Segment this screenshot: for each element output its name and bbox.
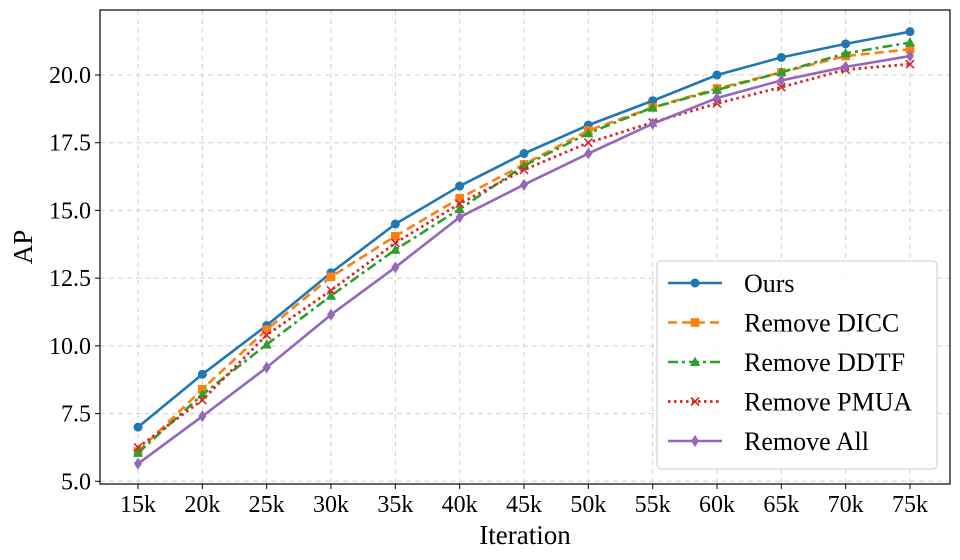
y-tick-label: 10.0 bbox=[49, 334, 91, 360]
data-point bbox=[262, 361, 271, 374]
legend-marker bbox=[690, 278, 700, 288]
data-point bbox=[519, 165, 529, 175]
legend-label: Remove All bbox=[744, 427, 869, 456]
y-tick-label: 12.5 bbox=[49, 266, 91, 292]
data-point bbox=[647, 102, 658, 112]
data-point bbox=[327, 308, 335, 321]
data-point bbox=[776, 82, 786, 92]
data-point bbox=[326, 290, 336, 300]
data-point bbox=[134, 457, 142, 470]
data-point bbox=[455, 181, 465, 191]
y-tick-label: 7.5 bbox=[61, 402, 91, 428]
grid-lines bbox=[100, 10, 950, 484]
plot-area-frame bbox=[99, 9, 951, 485]
legend-label: Remove DICC bbox=[744, 309, 899, 338]
legend-item: Remove PMUA bbox=[668, 388, 913, 417]
data-point bbox=[905, 59, 915, 69]
data-point bbox=[197, 369, 207, 379]
legend-label: Remove PMUA bbox=[744, 388, 913, 417]
data-point bbox=[776, 66, 787, 77]
x-tick-label: 40k bbox=[442, 492, 478, 518]
x-tick-label: 60k bbox=[699, 492, 735, 518]
data-point bbox=[776, 52, 786, 62]
legend-item: Remove All bbox=[668, 427, 869, 456]
x-tick-label: 45k bbox=[506, 492, 542, 518]
series-2 bbox=[133, 37, 915, 457]
x-tick-label: 15k bbox=[120, 492, 156, 518]
data-point bbox=[648, 96, 658, 106]
data-point bbox=[840, 47, 851, 58]
data-point bbox=[520, 178, 528, 191]
data-point bbox=[905, 27, 915, 37]
y-tick-label: 20.0 bbox=[49, 63, 91, 89]
x-tick-label: 65k bbox=[763, 492, 799, 518]
data-point bbox=[841, 39, 851, 49]
data-point bbox=[648, 117, 657, 130]
legend-item: Ours bbox=[668, 269, 795, 298]
series-lines bbox=[133, 27, 915, 470]
x-tick-label: 35k bbox=[377, 492, 413, 518]
data-point bbox=[197, 395, 207, 405]
x-axis-title: Iteration bbox=[479, 520, 571, 550]
axis-ticks: 15k 20k 25k 30k 35k 40k 45k 50k 55k 60k 65k 70k 75k 5… bbox=[49, 63, 928, 518]
x-tick-label: 20k bbox=[184, 492, 220, 518]
data-point bbox=[777, 74, 786, 87]
data-point bbox=[390, 244, 401, 254]
data-point bbox=[133, 422, 143, 432]
x-tick-label: 70k bbox=[828, 492, 864, 518]
data-point bbox=[905, 44, 915, 54]
data-point bbox=[198, 410, 207, 423]
data-point bbox=[262, 325, 271, 334]
legend-marker bbox=[690, 318, 700, 327]
data-point bbox=[713, 92, 721, 105]
data-point bbox=[391, 261, 400, 274]
data-point bbox=[841, 60, 850, 73]
data-point bbox=[390, 219, 400, 229]
legend-label: Remove DDTF bbox=[744, 348, 905, 377]
data-point bbox=[390, 238, 400, 248]
legend-marker bbox=[691, 435, 699, 447]
data-point bbox=[262, 330, 272, 340]
data-point bbox=[905, 37, 915, 47]
data-point bbox=[261, 339, 272, 349]
x-tick-label: 25k bbox=[249, 492, 285, 518]
data-point bbox=[326, 285, 336, 295]
legend-item: Remove DDTF bbox=[668, 348, 905, 377]
x-tick-label: 50k bbox=[570, 492, 606, 518]
y-tick-label: 5.0 bbox=[61, 469, 91, 495]
data-point bbox=[454, 203, 465, 214]
y-tick-label: 17.5 bbox=[49, 131, 91, 157]
data-point bbox=[906, 50, 914, 63]
x-tick-label: 75k bbox=[892, 492, 928, 518]
y-axis-title: AP bbox=[8, 230, 38, 265]
series-4 bbox=[134, 50, 914, 470]
x-tick-label: 30k bbox=[313, 492, 349, 518]
legend-marker bbox=[690, 396, 700, 407]
legend-label: Ours bbox=[744, 269, 795, 298]
data-point bbox=[583, 127, 594, 138]
data-point bbox=[326, 272, 336, 282]
data-point bbox=[133, 442, 143, 452]
data-point bbox=[133, 447, 143, 457]
data-point bbox=[583, 138, 593, 148]
legend-box bbox=[656, 260, 938, 470]
data-point bbox=[455, 199, 465, 209]
data-point bbox=[712, 84, 722, 94]
data-point bbox=[455, 211, 464, 224]
data-point bbox=[712, 70, 722, 80]
legend: Ours Remove DICC Remove DDTF Remove PMUA Rem… bbox=[656, 260, 938, 470]
data-point bbox=[391, 231, 400, 241]
legend-item: Remove DICC bbox=[668, 309, 899, 338]
x-tick-label: 55k bbox=[635, 492, 671, 518]
y-tick-label: 15.0 bbox=[49, 198, 91, 224]
data-point bbox=[584, 147, 593, 160]
data-point bbox=[455, 193, 464, 203]
data-point bbox=[519, 149, 529, 159]
legend-marker bbox=[690, 356, 700, 366]
